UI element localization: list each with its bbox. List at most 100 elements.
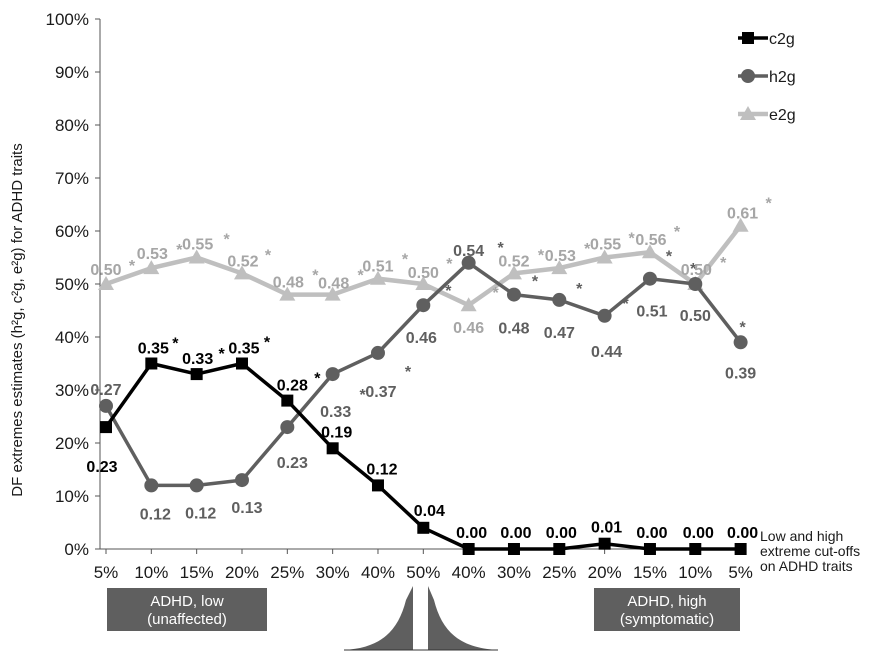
data-label-h2g: 0.23 (277, 455, 308, 472)
data-label-h2g: 0.27 (90, 382, 121, 399)
data-label-e2g: 0.52 (227, 253, 258, 270)
data-label-e2g: 0.55 (590, 237, 621, 254)
data-label-e2g: 0.53 (137, 246, 168, 263)
data-label-e2g: 0.48 (318, 276, 349, 293)
series-h2g (99, 255, 748, 493)
data-label-h2g: 0.50 (680, 308, 711, 325)
data-labels: 0.230.35 *0.33 * 0.35 *0.28 *0.190.120.040.00… (86, 196, 772, 542)
data-point-e2g (505, 265, 522, 280)
data-point-e2g (460, 297, 477, 312)
data-point-c2g (734, 543, 747, 555)
data-point-c2g (145, 357, 158, 370)
left-tail-shape (344, 586, 413, 650)
data-label-c2g: 0.00 (683, 525, 714, 542)
data-point-e2g (143, 260, 160, 275)
series-c2g (100, 357, 747, 555)
y-tick-label: 70% (55, 169, 89, 188)
data-label-e2g: 0.46 (453, 320, 484, 337)
x-tick-label: 40% (361, 563, 395, 582)
significance-star-e2g: * (674, 224, 681, 241)
y-tick-label: 40% (55, 328, 89, 347)
data-label-c2g: 0.33 (182, 351, 213, 368)
data-point-c2g (553, 543, 566, 555)
x-tick-label: 15% (180, 563, 214, 582)
data-point-e2g (641, 244, 658, 259)
x-axis-note: Low and high extreme cut-offs on ADHD tr… (760, 528, 860, 574)
data-point-e2g (324, 286, 341, 301)
data-label-c2g: 0.04 (414, 503, 445, 520)
x-tick-label: 5% (94, 563, 119, 582)
x-tick-label: 40% (452, 563, 486, 582)
x-tick-label: 25% (270, 563, 304, 582)
adhd-high-box-bg (594, 588, 740, 631)
x-tick-label: 10% (678, 563, 712, 582)
y-tick-label: 50% (55, 275, 89, 294)
right-tail-shape (428, 586, 498, 650)
x-tick-label: 30% (497, 563, 531, 582)
data-label-h2g: 0.44 (591, 344, 622, 361)
significance-star-h2g: * (498, 240, 505, 257)
legend-marker-c2g (742, 32, 754, 44)
y-axis: 0% 10% 20% 30% 40% 50% 60% 70% 80% 90% 100% (46, 10, 101, 559)
data-label-e2g: 0.50 (408, 265, 439, 282)
legend-marker-h2g (741, 69, 755, 83)
significance-star-e2g: * (629, 231, 636, 248)
data-point-c2g (281, 394, 294, 407)
data-point-c2g (371, 479, 384, 492)
data-label-c2g: 0.35 (228, 341, 259, 358)
x-tick-label: 30% (316, 563, 350, 582)
y-tick-label: 100% (46, 10, 89, 29)
adhd-high-box-line-1: ADHD, high (627, 593, 706, 610)
data-label-h2g: 0.48 (498, 321, 529, 338)
legend-item-e2g: e2g (738, 106, 796, 124)
significance-star-e2g: * (224, 232, 231, 249)
labels-c2g: 0.230.35 *0.33 * 0.35 *0.28 *0.190.120.040.00… (86, 335, 758, 543)
legend-label-h2g: h2g (769, 69, 796, 86)
data-label-e2g: 0.53 (545, 248, 576, 265)
y-tick-label: 60% (55, 222, 89, 241)
legend-item-h2g: h2g (738, 69, 796, 86)
series-layer (98, 217, 749, 555)
significance-star-h2g: * (740, 319, 747, 336)
data-point-e2g (732, 217, 749, 232)
significance-star-c2g: * (264, 335, 271, 352)
significance-star-c2g: * (172, 336, 179, 353)
legend-marker-e2g (740, 106, 756, 120)
data-point-c2g (326, 442, 339, 455)
data-point-h2g (461, 255, 476, 270)
significance-star-e2g: * (129, 258, 136, 275)
significance-star-e2g: * (493, 285, 500, 302)
x-tick-label: 15% (633, 563, 667, 582)
data-point-c2g (598, 537, 611, 550)
data-label-c2g: 0.12 (366, 461, 397, 478)
data-label-e2g: 0.51 (362, 259, 393, 276)
y-tick-label: 20% (55, 434, 89, 453)
x-tick-label: 10% (134, 563, 168, 582)
labels-h2g: 0.270.12 0.12 0.130.230.33* 0.37*0.46*0.54 *… (90, 240, 756, 524)
data-point-h2g (189, 478, 204, 493)
significance-star-h2g: * (532, 274, 539, 291)
distribution-tails-icon (344, 586, 498, 651)
data-point-c2g (462, 543, 475, 555)
data-label-h2g: 0.12 (185, 505, 216, 522)
data-point-c2g (100, 421, 112, 434)
data-point-h2g (234, 473, 249, 488)
data-point-e2g (369, 270, 386, 285)
y-tick-label: 90% (55, 63, 89, 82)
adhd-high-box: ADHD, high (symptomatic) (594, 588, 740, 631)
significance-star-h2g: * (666, 249, 673, 266)
significance-star-e2g: * (538, 247, 545, 264)
data-point-e2g (98, 276, 114, 290)
data-label-h2g: 0.33 (320, 404, 351, 421)
data-label-c2g: 0.00 (727, 525, 758, 542)
data-label-e2g: 0.52 (498, 253, 529, 270)
data-label-c2g: 0.00 (636, 525, 667, 542)
adhd-high-box-line-2: (symptomatic) (620, 611, 714, 628)
legend-item-c2g: c2g (738, 31, 795, 48)
data-label-e2g: 0.56 (635, 232, 666, 249)
data-point-c2g (235, 357, 248, 370)
legend-label-e2g: e2g (769, 107, 796, 124)
data-point-h2g (325, 367, 340, 382)
data-point-h2g (370, 345, 385, 360)
